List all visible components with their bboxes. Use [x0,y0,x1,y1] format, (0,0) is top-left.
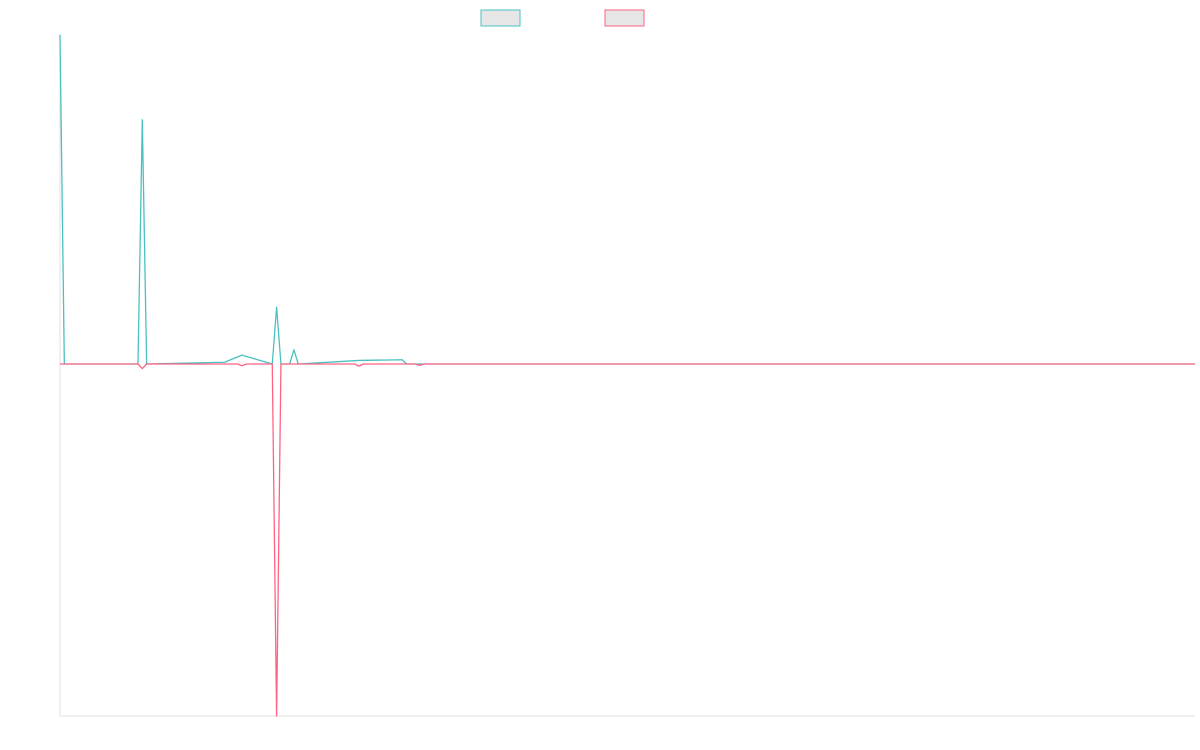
series-line-2 [60,363,1195,717]
plot-area [59,34,1195,717]
series-line-1 [59,34,1195,365]
legend-swatch-series-1[interactable] [480,9,521,27]
legend-swatch-series-2[interactable] [604,9,645,27]
chart-legend [480,9,645,27]
chart-axes [59,36,1195,717]
